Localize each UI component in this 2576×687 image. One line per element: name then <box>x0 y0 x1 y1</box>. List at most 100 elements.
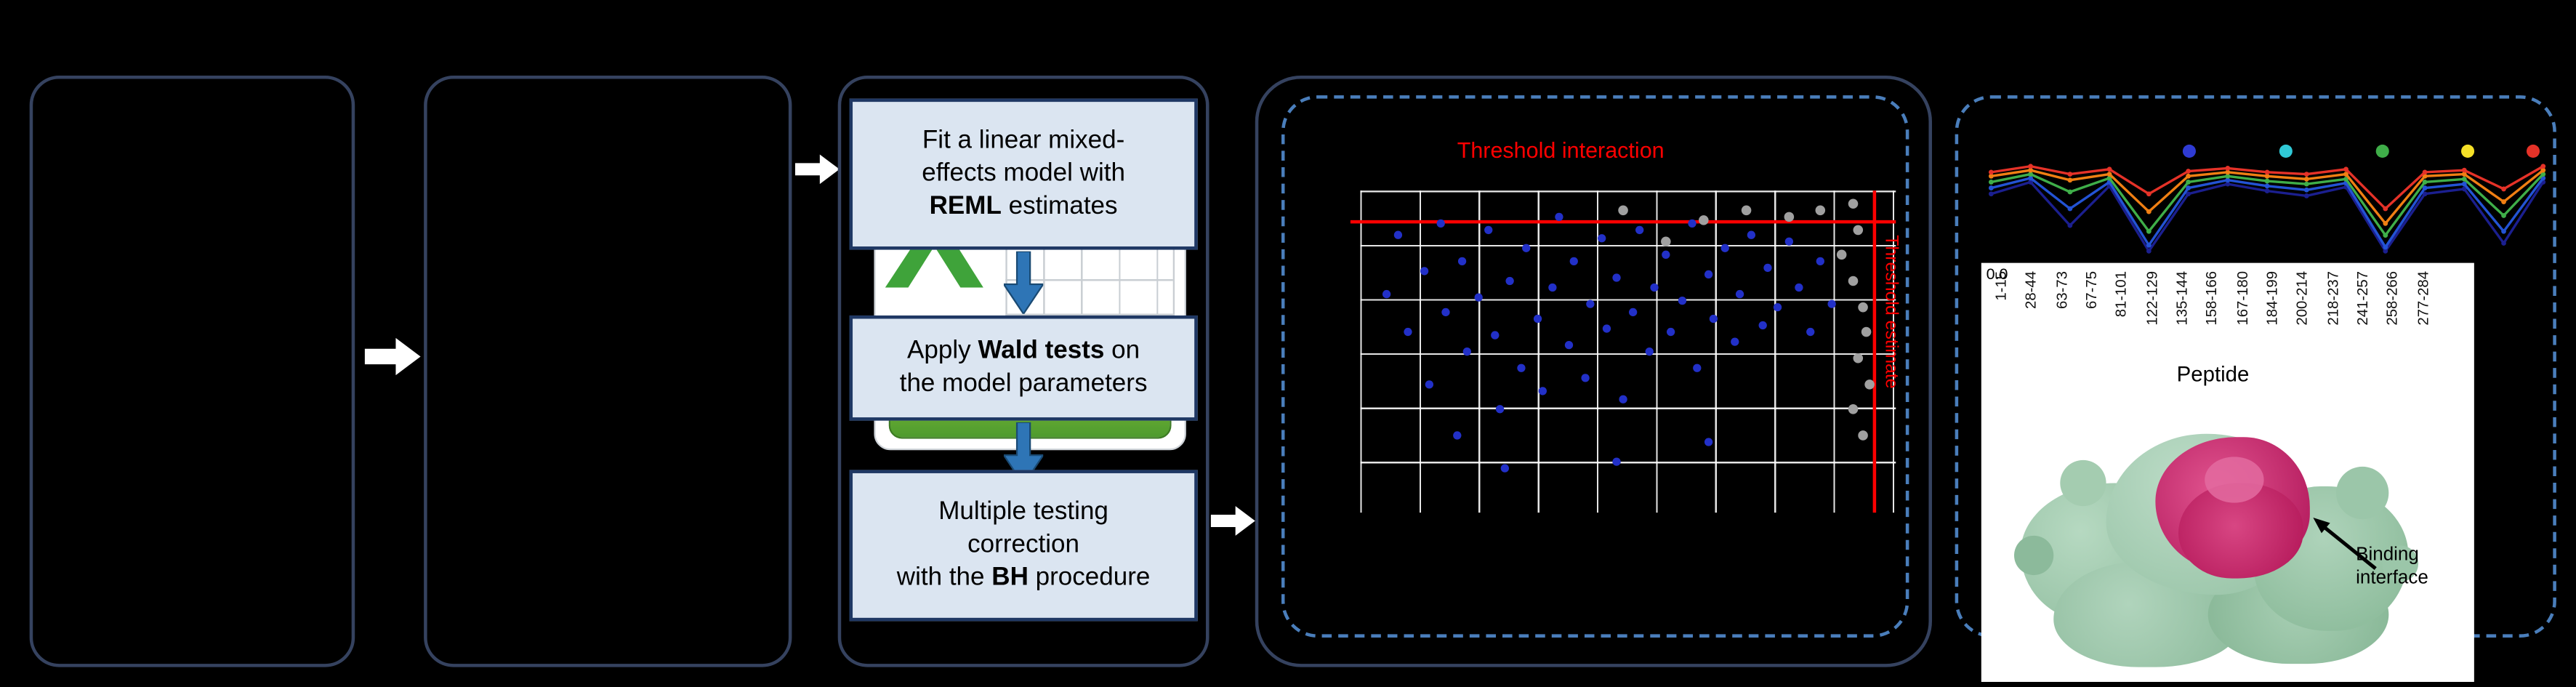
csv-panel: X CSV <box>424 75 1186 667</box>
scatter-point-blue-points <box>1441 308 1450 318</box>
arrow-right-icon <box>1210 506 1255 536</box>
scatter-point-blue-points <box>1425 379 1434 388</box>
scatter-point-gray-points <box>1784 211 1794 222</box>
peptide-tick-label: 135-144 <box>2173 270 2190 326</box>
scatter-point-blue-points <box>1795 283 1804 292</box>
scatter-point-gray-points <box>1861 327 1872 337</box>
legend-dot <box>2461 144 2475 158</box>
scatter-point-blue-points <box>1618 395 1627 404</box>
scatter-point-blue-points <box>1382 289 1391 298</box>
peptide-tick-label: 81-101 <box>2113 270 2130 318</box>
threshold-estimate-line <box>1872 190 1877 513</box>
peptide-tick-label: 122-129 <box>2143 270 2160 326</box>
scatter-point-blue-points <box>1586 299 1595 308</box>
scatter-plot: Threshold estimate <box>1350 190 1901 513</box>
scatter-point-blue-points <box>1549 283 1558 292</box>
scatter-point-blue-points <box>1816 257 1825 266</box>
scatter-point-blue-points <box>1688 218 1696 228</box>
scatter-point-gray-points <box>1853 353 1864 363</box>
scatter-point-blue-points <box>1629 308 1638 318</box>
scatter-point-blue-points <box>1554 212 1563 221</box>
peptide-tick-label: 158-166 <box>2203 270 2221 326</box>
scatter-point-blue-points <box>1532 315 1542 324</box>
step-bh-box: Multiple testing correction with the BH pr… <box>849 470 1198 622</box>
scatter-point-blue-points <box>1710 315 1718 324</box>
scatter-point-blue-points <box>1436 218 1445 228</box>
peptide-panel: 0.0 1-15 28-44 63-73 67-75 81-101 122-129 135-… <box>1981 262 2474 682</box>
legend-dot <box>2279 144 2293 158</box>
scatter-point-blue-points <box>1827 299 1836 308</box>
scatter-point-blue-points <box>1693 363 1702 372</box>
scatter-point-blue-points <box>1538 386 1547 395</box>
legend-dot <box>2375 144 2389 158</box>
scatter-point-blue-points <box>1452 431 1461 440</box>
scatter-point-blue-points <box>1731 337 1739 347</box>
scatter-point-blue-points <box>1747 231 1755 240</box>
scatter-point-blue-points <box>1651 283 1659 292</box>
scatter-point-blue-points <box>1602 324 1611 334</box>
peptide-tick-label: 1-15 <box>1992 270 2010 301</box>
scatter-point-gray-points <box>1741 204 1751 215</box>
scatter-point-blue-points <box>1806 328 1815 337</box>
scatter-point-blue-points <box>1484 225 1493 233</box>
step-reml-box: Fit a linear mixed-effects model with REM… <box>849 98 1198 250</box>
scatter-point-blue-points <box>1634 225 1643 233</box>
pipeline-panel <box>837 75 1209 667</box>
peptide-tick-label: 277-284 <box>2415 270 2431 326</box>
step-wald-box: Apply Wald tests on the model parameters <box>849 315 1198 421</box>
peptide-axis-labels: 1-15 28-44 63-73 67-75 81-101 122-129 135-144 1… <box>1992 270 2431 357</box>
scatter-point-blue-points <box>1457 257 1467 266</box>
peptide-tick-label: 184-199 <box>2263 270 2281 326</box>
arrow-right-icon <box>364 337 421 376</box>
scatter-point-gray-points <box>1859 430 1869 441</box>
peptide-tick-label: 241-257 <box>2354 270 2371 326</box>
threshold-interaction-line <box>1350 220 1896 223</box>
scatter-point-gray-points <box>1864 379 1875 389</box>
peptide-axis-title: Peptide <box>2176 361 2250 387</box>
scatter-point-blue-points <box>1667 328 1675 337</box>
scatter-point-blue-points <box>1581 373 1590 382</box>
protein-structure <box>2014 394 2422 677</box>
scatter-point-gray-points <box>1848 404 1859 415</box>
scatter-point-blue-points <box>1645 347 1654 356</box>
scatter-point-blue-points <box>1393 231 1402 240</box>
arrow-down-icon <box>1003 251 1044 314</box>
input-panel <box>29 75 355 667</box>
scatter-point-blue-points <box>1404 328 1413 337</box>
peptide-tick-label: 63-73 <box>2053 270 2070 309</box>
scatter-point-gray-points <box>1617 204 1628 215</box>
scatter-point-gray-points <box>1816 204 1826 215</box>
scatter-point-blue-points <box>1677 296 1686 305</box>
step-wald-text: Apply Wald tests on the model parameters <box>899 337 1148 398</box>
scatter-point-blue-points <box>1704 438 1713 446</box>
scatter-point-blue-points <box>1473 292 1483 302</box>
scatter-point-gray-points <box>1837 249 1848 260</box>
peptide-tick-label: 258-266 <box>2384 270 2402 326</box>
legend-dot <box>2182 144 2196 158</box>
scatter-point-blue-points <box>1500 463 1510 472</box>
scatter-point-blue-points <box>1763 263 1772 273</box>
peptide-tick-label: 28-44 <box>2023 270 2040 309</box>
scatter-point-blue-points <box>1490 331 1499 340</box>
protein-surface-blob <box>2336 466 2389 520</box>
scatter-point-blue-points <box>1774 302 1782 311</box>
scatter-point-blue-points <box>1704 270 1713 278</box>
scatter-dashed-frame <box>1281 95 1909 638</box>
arrow-down-icon <box>1003 422 1044 485</box>
scatter-point-blue-points <box>1736 289 1745 298</box>
scatter-point-blue-points <box>1516 363 1526 372</box>
binding-interface-label: Binding interface <box>2356 545 2428 588</box>
protein-surface-blob <box>2014 535 2054 576</box>
results-panel <box>1255 75 1932 667</box>
scatter-point-blue-points <box>1661 251 1670 260</box>
legend-dot <box>2526 144 2540 158</box>
threshold-estimate-label: Threshold estimate <box>1880 236 1901 390</box>
scatter-point-blue-points <box>1570 257 1579 266</box>
peptide-tick-label: 67-75 <box>2083 270 2100 309</box>
profile-chart <box>1988 144 2546 254</box>
arrow-right-icon <box>794 154 840 185</box>
scatter-point-gray-points <box>1859 301 1869 312</box>
scatter-title: Threshold interaction <box>1457 137 1665 163</box>
binding-interface-arrow <box>2313 517 2377 570</box>
